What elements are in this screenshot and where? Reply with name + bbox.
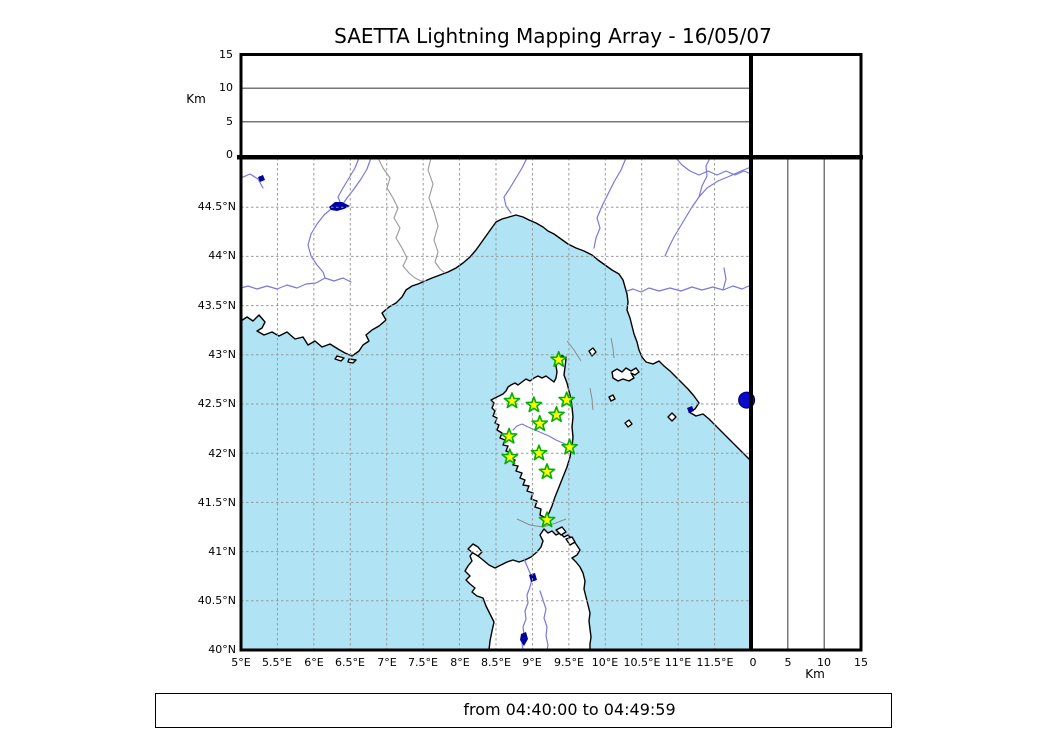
station-marker [538,511,556,528]
figure-title: SAETTA Lightning Mapping Array - 16/05/0… [334,24,772,48]
orbetello-lagoon [687,406,694,413]
lon-tick-6-5: 6.5°E [335,656,365,669]
lon-tick-9: 9°E [522,656,542,669]
lat-tick-40: 40°N [208,643,236,656]
maddalena-island-1 [555,526,567,536]
time-range-box: from 04:40:00 to 04:49:59 [155,693,892,728]
map-data-layer [240,158,756,651]
pianosa-island [608,394,616,402]
station-marker [530,444,548,461]
station-marker [501,448,519,465]
lon-tick-8-5: 8.5°E [481,656,511,669]
lon-tick-5-5: 5.5°E [262,656,292,669]
top-panel-km-label: Km [186,92,206,106]
station-marker [548,405,565,423]
lat-tick-43: 43°N [208,348,236,361]
lat-tick-44: 44°N [208,249,236,262]
mainland-coast [240,157,752,462]
lon-tick-7: 7°E [377,656,397,669]
station-marker [500,427,518,444]
lat-tick-42: 42°N [208,447,236,460]
station-marker [531,414,549,432]
lake-coghinas [529,573,537,582]
corner-panel-frame [749,53,863,158]
lake-serre-poncon [329,202,350,211]
station-marker [561,438,579,455]
right-panel-km-label: Km [805,667,825,681]
lon-tick-9-5: 9.5°E [554,656,584,669]
top-tick-15: 15 [219,48,233,61]
small-lake [258,175,265,182]
lake-omodeo [520,632,528,646]
right-tick-0: 0 [749,656,757,669]
lat-tick-41: 41°N [208,545,236,558]
lat-tick-42-5: 42.5°N [197,397,236,410]
top-tick-5: 5 [226,115,233,128]
lon-tick-11-5: 11.5°E [696,656,734,669]
right-tick-15: 15 [854,656,868,669]
lon-tick-6: 6°E [304,656,324,669]
altitude-lat-panel-frame [749,156,863,652]
elba-island [611,367,640,382]
right-tick-5: 5 [784,656,792,669]
hyeres-island-1 [334,355,345,362]
top-tick-0: 0 [226,148,233,161]
lat-tick-44-5: 44.5°N [197,200,236,213]
lon-tick-10-5: 10.5°E [623,656,661,669]
lon-tick-7-5: 7.5°E [408,656,438,669]
station-marker [538,463,556,480]
lon-tick-11: 11°E [664,656,692,669]
right-tick-10: 10 [817,656,831,669]
giglio-island [667,412,677,422]
lat-tick-40-5: 40.5°N [197,594,236,607]
panel-frames [237,53,863,652]
altitude-lon-panel-frame [239,53,753,158]
lakes [258,175,694,646]
station-marker [503,392,521,409]
lon-tick-10: 10°E [591,656,619,669]
lon-tick-8: 8°E [450,656,470,669]
lat-tick-41-5: 41.5°N [197,496,236,509]
montecristo-island [624,419,633,428]
station-marker [525,396,543,413]
country-borders [377,157,446,282]
station-marker [558,391,576,408]
top-tick-10: 10 [219,81,233,94]
lon-tick-5: 5°E [231,656,251,669]
station-marker [550,350,568,368]
time-range-text: from 04:40:00 to 04:49:59 [463,700,676,719]
lat-tick-43-5: 43.5°N [197,299,236,312]
